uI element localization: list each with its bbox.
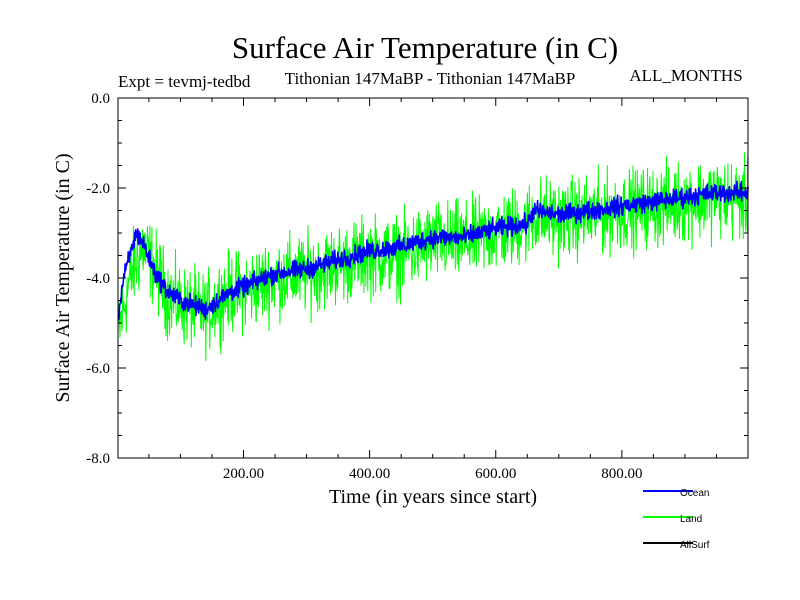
chart-subtitle-right: ALL_MONTHS — [629, 66, 742, 85]
axes: 200.00 400.00 600.00 800.00 0.0 -2.0 -4.0 -6.0 -… — [86, 91, 748, 482]
series-line-land — [117, 152, 749, 361]
plot-frame — [117, 97, 749, 459]
y-tick-label: -4.0 — [86, 271, 110, 287]
series-line-ocean — [117, 180, 749, 321]
y-axis-label: Surface Air Temperature (in C) — [52, 153, 74, 402]
x-tick-label: 400.00 — [349, 466, 390, 482]
legend-label-land: Land — [680, 514, 702, 525]
legend: Ocean Land AllSurf — [643, 488, 710, 551]
y-tick-label: -2.0 — [86, 181, 110, 197]
chart-subtitle-left: Expt = tevmj-tedbd — [118, 72, 251, 91]
plot-series — [117, 152, 749, 361]
legend-label-ocean: Ocean — [680, 488, 709, 499]
chart-title: Surface Air Temperature (in C) — [232, 30, 618, 65]
legend-label-allsurf: AllSurf — [680, 540, 710, 551]
chart-subtitle-center: Tithonian 147MaBP - Tithonian 147MaBP — [285, 69, 576, 88]
x-axis-label: Time (in years since start) — [329, 486, 537, 508]
x-tick-label: 200.00 — [223, 466, 264, 482]
x-tick-label: 600.00 — [475, 466, 516, 482]
y-tick-label: -6.0 — [86, 361, 110, 377]
x-tick-label: 800.00 — [601, 466, 642, 482]
y-tick-label: -8.0 — [86, 451, 110, 467]
y-tick-label: 0.0 — [91, 91, 110, 107]
